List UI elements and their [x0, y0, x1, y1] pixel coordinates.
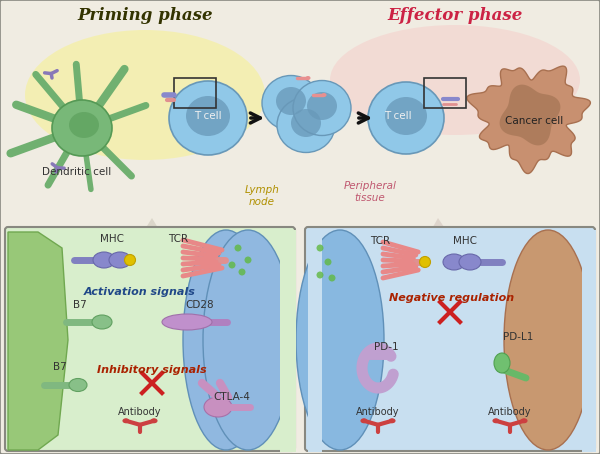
Text: PD-L1: PD-L1	[503, 332, 533, 342]
Ellipse shape	[109, 252, 131, 268]
Polygon shape	[582, 230, 596, 452]
Text: Peripheral
tissue: Peripheral tissue	[344, 181, 397, 203]
Polygon shape	[467, 66, 590, 173]
Text: T cell: T cell	[194, 111, 222, 121]
Text: Inhibitory signals: Inhibitory signals	[97, 365, 207, 375]
Ellipse shape	[25, 30, 265, 160]
Ellipse shape	[169, 81, 247, 155]
Ellipse shape	[307, 92, 337, 120]
Circle shape	[239, 268, 245, 276]
Ellipse shape	[162, 314, 212, 330]
Ellipse shape	[521, 418, 527, 423]
Ellipse shape	[296, 230, 384, 450]
Text: Antibody: Antibody	[488, 407, 532, 417]
Text: Antibody: Antibody	[356, 407, 400, 417]
Text: T cell: T cell	[384, 111, 412, 121]
Ellipse shape	[203, 230, 293, 450]
Text: Effector phase: Effector phase	[388, 8, 523, 25]
Text: TCR: TCR	[370, 236, 390, 246]
Ellipse shape	[52, 100, 112, 156]
Polygon shape	[8, 232, 68, 450]
Text: Negative regulation: Negative regulation	[389, 293, 515, 303]
Ellipse shape	[69, 112, 99, 138]
Text: Priming phase: Priming phase	[77, 8, 213, 25]
Circle shape	[329, 275, 335, 281]
Ellipse shape	[122, 418, 130, 423]
Ellipse shape	[93, 252, 115, 268]
Polygon shape	[8, 218, 290, 448]
Polygon shape	[500, 84, 560, 145]
Ellipse shape	[92, 315, 112, 329]
Text: MHC: MHC	[100, 234, 124, 244]
Text: CTLA-4: CTLA-4	[214, 392, 250, 402]
FancyBboxPatch shape	[5, 227, 295, 451]
Ellipse shape	[368, 82, 444, 154]
Ellipse shape	[459, 254, 481, 270]
Ellipse shape	[276, 87, 306, 115]
Ellipse shape	[330, 25, 580, 135]
Ellipse shape	[204, 397, 232, 417]
FancyBboxPatch shape	[305, 227, 595, 451]
Circle shape	[235, 245, 241, 252]
Text: B7: B7	[53, 362, 67, 372]
Text: CD28: CD28	[185, 300, 214, 310]
Ellipse shape	[361, 418, 367, 423]
Text: Lymph
node: Lymph node	[245, 185, 280, 207]
Ellipse shape	[293, 80, 351, 135]
Polygon shape	[308, 218, 592, 448]
Circle shape	[229, 262, 235, 268]
Text: Cancer cell: Cancer cell	[505, 116, 563, 126]
Polygon shape	[308, 230, 322, 452]
Ellipse shape	[186, 96, 230, 136]
Ellipse shape	[494, 353, 510, 373]
Ellipse shape	[385, 97, 427, 135]
Ellipse shape	[493, 418, 499, 423]
Ellipse shape	[504, 230, 592, 450]
Text: B7: B7	[73, 300, 87, 310]
Circle shape	[245, 257, 251, 263]
Text: MHC: MHC	[453, 236, 477, 246]
Ellipse shape	[291, 109, 321, 137]
Ellipse shape	[151, 418, 158, 423]
Circle shape	[317, 245, 323, 252]
Text: PD-1: PD-1	[374, 342, 398, 352]
Circle shape	[317, 271, 323, 278]
Ellipse shape	[389, 418, 395, 423]
Ellipse shape	[183, 230, 269, 450]
Circle shape	[325, 258, 331, 266]
Ellipse shape	[443, 254, 465, 270]
Ellipse shape	[69, 379, 87, 391]
Text: Activation signals: Activation signals	[84, 287, 196, 297]
Polygon shape	[280, 230, 296, 452]
Ellipse shape	[305, 76, 311, 80]
Text: Antibody: Antibody	[118, 407, 162, 417]
Ellipse shape	[419, 257, 431, 267]
Text: Dendritic cell: Dendritic cell	[43, 167, 112, 177]
Ellipse shape	[262, 75, 320, 130]
Ellipse shape	[125, 255, 136, 266]
Ellipse shape	[277, 98, 335, 153]
Text: TCR: TCR	[168, 234, 188, 244]
Ellipse shape	[322, 93, 326, 97]
